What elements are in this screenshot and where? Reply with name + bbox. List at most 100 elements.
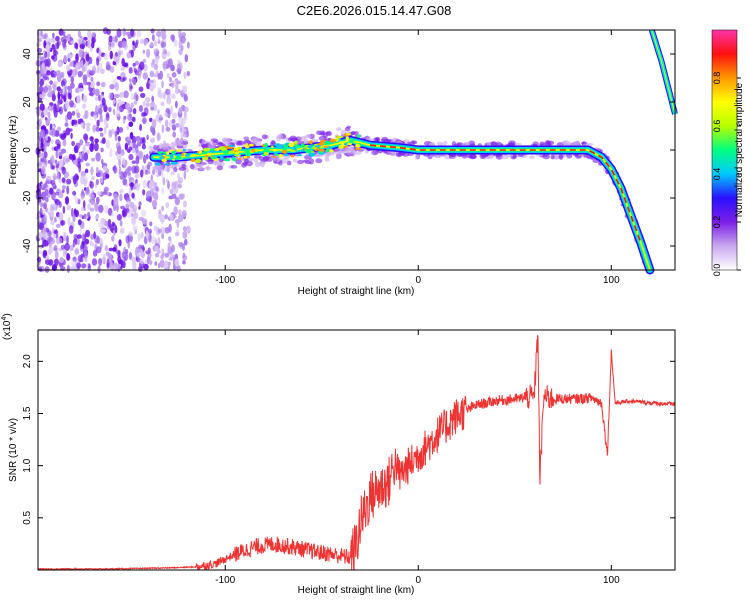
ridge-speckle: [290, 154, 295, 158]
noise-speck: [57, 61, 63, 68]
noise-speck: [114, 35, 118, 43]
ridge-halo: [276, 134, 284, 140]
ridge-halo: [198, 166, 206, 171]
snr-frame: [37, 329, 676, 571]
noise-speck: [161, 28, 166, 35]
noise-speck: [39, 222, 45, 230]
noise-speck: [72, 241, 76, 248]
ridge-speckle: [325, 148, 330, 153]
noise-speck: [120, 149, 125, 156]
ridge-speckle: [264, 143, 268, 148]
noise-speck: [68, 128, 73, 132]
noise-speck: [161, 248, 165, 254]
noise-speck: [48, 230, 52, 237]
noise-speck: [92, 124, 96, 133]
noise-speck: [39, 207, 43, 216]
noise-speck: [83, 152, 89, 162]
noise-speck: [64, 122, 69, 127]
noise-speck: [50, 220, 55, 225]
ridge-halo: [254, 161, 261, 168]
noise-speck: [160, 226, 166, 235]
noise-speck: [128, 78, 132, 83]
noise-speck: [36, 182, 42, 192]
noise-speck: [140, 92, 146, 98]
ridge-speckle: [169, 154, 174, 159]
noise-speck: [80, 253, 85, 258]
noise-speck: [165, 126, 171, 132]
noise-speck: [166, 51, 171, 57]
noise-speck: [140, 169, 144, 178]
ridge-halo: [236, 140, 245, 146]
ridge-speckle: [234, 151, 239, 155]
noise-speck: [156, 173, 160, 178]
ridge-speckle: [329, 138, 337, 143]
ridge-speckle: [345, 136, 349, 141]
noise-speck: [173, 206, 178, 216]
noise-speck: [112, 108, 116, 116]
noise-speck: [150, 41, 154, 48]
noise-speck: [71, 68, 77, 78]
ridge-halo: [443, 141, 448, 146]
noise-speck: [49, 80, 53, 85]
noise-speck: [111, 212, 115, 217]
noise-speck: [103, 186, 108, 195]
noise-speck: [153, 63, 159, 71]
noise-speck: [128, 231, 133, 237]
noise-speck: [86, 263, 89, 268]
noise-speck: [158, 92, 164, 99]
noise-speck: [171, 93, 176, 100]
noise-speck: [68, 225, 74, 234]
ridge-halo: [216, 165, 223, 171]
ridge-speckle: [281, 149, 288, 154]
ridge-halo: [232, 139, 238, 144]
noise-speck: [89, 80, 95, 89]
noise-speck: [132, 204, 138, 213]
noise-speck: [68, 73, 72, 78]
ridge-halo: [152, 166, 157, 170]
noise-speck: [118, 239, 122, 247]
noise-speck: [125, 102, 131, 110]
noise-speck: [167, 180, 170, 190]
noise-speck: [141, 138, 145, 143]
noise-speck: [46, 210, 51, 215]
noise-speck: [138, 105, 143, 112]
noise-speck: [130, 93, 134, 101]
noise-speck: [181, 37, 186, 44]
ridge-speckle: [324, 140, 331, 145]
ridge-speckle: [319, 145, 324, 149]
noise-speck: [100, 217, 105, 226]
noise-speck: [40, 141, 44, 149]
noise-speck: [128, 146, 133, 151]
noise-speck: [55, 223, 61, 228]
noise-speck: [98, 222, 102, 227]
ridge-speckle: [243, 155, 247, 159]
noise-speck: [94, 138, 99, 144]
noise-speck: [42, 183, 48, 189]
noise-speck: [114, 82, 119, 92]
noise-speck: [122, 178, 128, 186]
noise-speck: [84, 109, 89, 119]
noise-speck: [118, 263, 122, 268]
spectrogram-y-ticks: -40 -20 0 20 40: [22, 48, 675, 253]
noise-speck: [114, 132, 118, 142]
noise-speck: [66, 252, 70, 261]
ridge-halo: [164, 167, 171, 172]
noise-speck: [116, 108, 121, 118]
ridge-halo: [209, 144, 216, 150]
noise-speck: [119, 91, 124, 98]
noise-speck: [136, 252, 141, 257]
ridge-halo: [197, 164, 203, 168]
ridge-speckle: [195, 158, 201, 164]
noise-speck: [38, 152, 45, 158]
noise-speck: [66, 185, 70, 195]
noise-speck: [114, 93, 120, 98]
noise-speck: [82, 120, 86, 130]
noise-speck: [66, 264, 70, 273]
noise-speck: [149, 83, 155, 92]
ridge-halo: [252, 138, 258, 145]
noise-speck: [98, 127, 103, 132]
noise-speck: [41, 110, 44, 117]
ridge-speckle: [209, 148, 216, 151]
y-tick-label: 40: [22, 48, 33, 60]
noise-speck: [71, 110, 76, 116]
